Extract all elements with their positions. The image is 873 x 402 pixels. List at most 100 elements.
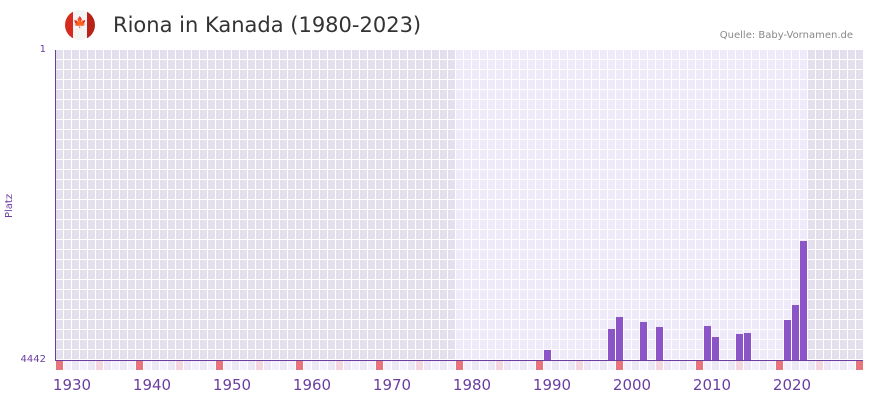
- data-range-highlight: [456, 50, 808, 360]
- decade-marker: [376, 361, 383, 370]
- year-cell: [504, 361, 511, 370]
- year-cell: [512, 361, 519, 370]
- bar-2012[interactable]: [712, 337, 719, 360]
- year-cell: [760, 361, 767, 370]
- year-cell: [240, 361, 247, 370]
- plot-area: [56, 50, 863, 360]
- year-cell: [408, 361, 415, 370]
- year-cell: [648, 361, 655, 370]
- year-cell: [560, 361, 567, 370]
- half-decade-marker: [576, 361, 583, 370]
- decade-marker: [616, 361, 623, 370]
- year-cell: [720, 361, 727, 370]
- year-cell: [672, 361, 679, 370]
- year-cell: [624, 361, 631, 370]
- year-cell: [768, 361, 775, 370]
- year-cell: [840, 361, 847, 370]
- year-cell: [184, 361, 191, 370]
- bar-2016[interactable]: [744, 332, 751, 360]
- y-axis-label: Platz: [4, 193, 15, 218]
- year-cell: [384, 361, 391, 370]
- year-cell: [592, 361, 599, 370]
- year-cell: [752, 361, 759, 370]
- half-decade-marker: [256, 361, 263, 370]
- year-cell: [248, 361, 255, 370]
- x-tick-label: 1950: [212, 376, 252, 394]
- year-cell: [368, 361, 375, 370]
- year-cell: [640, 361, 647, 370]
- bar-2015[interactable]: [736, 334, 743, 360]
- year-cell: [688, 361, 695, 370]
- year-cell: [224, 361, 231, 370]
- x-axis: [55, 360, 863, 361]
- year-cell: [272, 361, 279, 370]
- decade-marker: [296, 361, 303, 370]
- decade-marker: [136, 361, 143, 370]
- year-cell: [608, 361, 615, 370]
- year-cell: [632, 361, 639, 370]
- y-tick-label: 1: [39, 44, 46, 55]
- bar-2003[interactable]: [640, 322, 647, 360]
- x-tick-label: 2020: [772, 376, 812, 394]
- bar-2022[interactable]: [792, 304, 799, 360]
- y-tick-label: 4442: [20, 354, 46, 365]
- year-cell: [808, 361, 815, 370]
- year-cell: [360, 361, 367, 370]
- bar-1999[interactable]: [608, 329, 615, 360]
- year-cell: [160, 361, 167, 370]
- half-decade-marker: [736, 361, 743, 370]
- decade-marker: [776, 361, 783, 370]
- year-cell: [400, 361, 407, 370]
- year-cell: [168, 361, 175, 370]
- year-cell: [480, 361, 487, 370]
- year-cell: [120, 361, 127, 370]
- year-cell: [328, 361, 335, 370]
- x-tick-label: 1990: [532, 376, 572, 394]
- year-cell: [232, 361, 239, 370]
- year-cell: [312, 361, 319, 370]
- year-cell: [600, 361, 607, 370]
- year-cell: [352, 361, 359, 370]
- year-cell: [832, 361, 839, 370]
- x-tick-label: 1970: [372, 376, 412, 394]
- decade-marker: [216, 361, 223, 370]
- year-cell: [472, 361, 479, 370]
- year-cell: [192, 361, 199, 370]
- page-title: Riona in Kanada (1980-2023): [113, 13, 422, 37]
- year-cell: [584, 361, 591, 370]
- year-cell: [680, 361, 687, 370]
- bar-2005[interactable]: [656, 326, 663, 360]
- decade-marker: [856, 361, 863, 370]
- year-cell: [824, 361, 831, 370]
- year-cell: [88, 361, 95, 370]
- canada-flag-icon: 🍁: [65, 10, 95, 40]
- x-tick-label: 1980: [452, 376, 492, 394]
- half-decade-marker: [416, 361, 423, 370]
- half-decade-marker: [496, 361, 503, 370]
- year-cell: [264, 361, 271, 370]
- bar-2000[interactable]: [616, 317, 623, 360]
- year-cell: [784, 361, 791, 370]
- source-link[interactable]: Quelle: Baby-Vornamen.de: [719, 30, 853, 41]
- half-decade-marker: [816, 361, 823, 370]
- year-cell: [424, 361, 431, 370]
- year-cell: [520, 361, 527, 370]
- year-cell: [64, 361, 71, 370]
- half-decade-marker: [336, 361, 343, 370]
- bar-1991[interactable]: [544, 350, 551, 360]
- year-cell: [80, 361, 87, 370]
- year-cell: [528, 361, 535, 370]
- year-cell: [344, 361, 351, 370]
- year-cell: [792, 361, 799, 370]
- year-cell: [128, 361, 135, 370]
- bar-2021[interactable]: [784, 320, 791, 360]
- year-cell: [304, 361, 311, 370]
- x-tick-label: 1930: [52, 376, 92, 394]
- year-cell: [728, 361, 735, 370]
- year-cell: [552, 361, 559, 370]
- y-axis: [55, 50, 56, 361]
- bar-2011[interactable]: [704, 326, 711, 360]
- year-cell: [848, 361, 855, 370]
- year-cell: [464, 361, 471, 370]
- bar-2023[interactable]: [800, 240, 807, 360]
